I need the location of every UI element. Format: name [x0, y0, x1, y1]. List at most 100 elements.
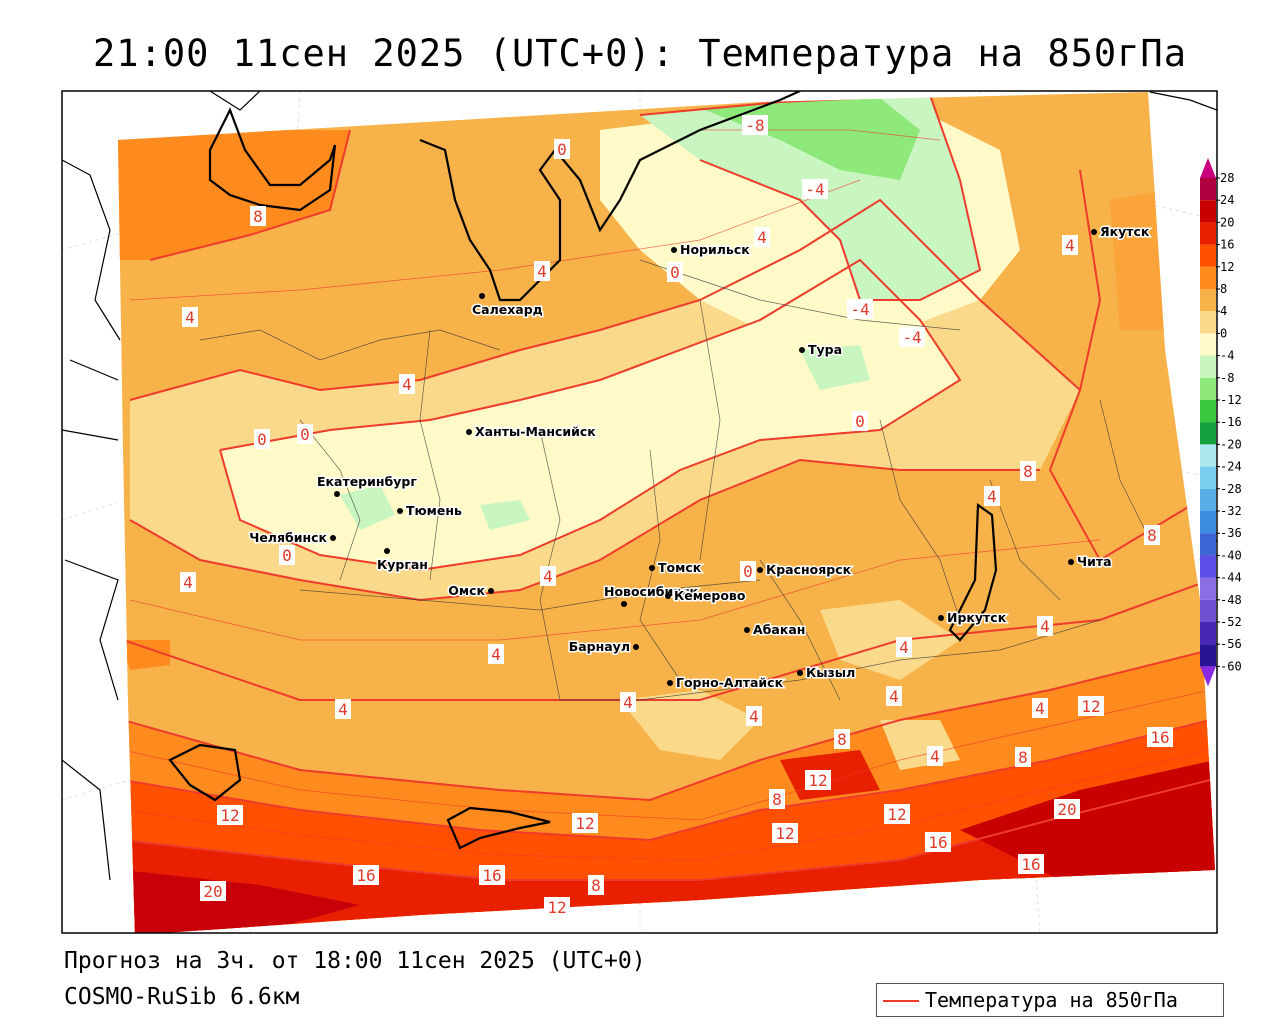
isotherm-label-bg — [667, 262, 683, 282]
scale-tick-label: 28 — [1220, 171, 1234, 185]
isotherm-label-bg — [834, 729, 850, 749]
isotherm-label-bg — [802, 179, 828, 199]
legend-line-swatch — [883, 1000, 919, 1002]
map-area — [62, 91, 1217, 933]
isotherm-label: 8 — [1147, 526, 1157, 545]
city-label: Омск — [448, 583, 485, 598]
city-label: Томск — [658, 560, 702, 575]
scale-tick-label: 8 — [1220, 282, 1227, 296]
scale-tick-label: -20 — [1220, 437, 1242, 451]
model-name: COSMO-RuSib 6.6км — [64, 984, 300, 1010]
scale-top-arrow — [1200, 158, 1216, 178]
isotherm-label-bg — [927, 746, 943, 766]
scale-tick-label: -60 — [1220, 659, 1242, 673]
isotherm-label-bg — [1015, 747, 1031, 767]
isotherm-label: 16 — [356, 866, 375, 885]
city-dot — [799, 347, 805, 353]
isotherm-label: 12 — [547, 898, 566, 917]
isotherm-label-bg — [1147, 727, 1173, 747]
isotherm-label-bg — [554, 139, 570, 159]
isotherm-label: 4 — [1040, 617, 1050, 636]
scale-tick-label: 4 — [1220, 304, 1227, 318]
scale-swatch — [1200, 222, 1216, 245]
isotherm-label: 16 — [928, 833, 947, 852]
city-label: Красноярск — [766, 562, 852, 577]
isotherm-label-bg — [588, 875, 604, 895]
isotherm-label-bg — [1062, 235, 1078, 255]
city-dot — [479, 293, 485, 299]
coastline — [168, 91, 998, 850]
isotherm-label-bg — [488, 644, 504, 664]
scale-swatch — [1200, 644, 1216, 667]
isotherm-label: 4 — [930, 747, 940, 766]
isotherm-label-bg — [925, 832, 951, 852]
scale-tick-label: 16 — [1220, 238, 1234, 252]
scale-swatch — [1200, 200, 1216, 223]
isotherm-label: 4 — [1065, 236, 1075, 255]
isotherm-label-bg — [769, 789, 785, 809]
isotherm-label: 12 — [220, 806, 239, 825]
scale-bottom-arrow — [1200, 666, 1216, 687]
city-dot — [334, 491, 340, 497]
scale-swatch — [1200, 422, 1216, 445]
isotherm-label: 8 — [591, 876, 601, 895]
isotherm-label-bg — [1032, 698, 1048, 718]
city-dot — [649, 565, 655, 571]
scale-tick-label: -8 — [1220, 371, 1234, 385]
city-dot — [797, 670, 803, 676]
scale-swatch — [1200, 577, 1216, 600]
isotherm-label-bg — [899, 327, 925, 347]
scale-swatch — [1200, 555, 1216, 578]
scale-tick-label: -4 — [1220, 349, 1234, 363]
scale-tick-label: -12 — [1220, 393, 1242, 407]
city-label: Чита — [1077, 554, 1112, 569]
isotherm-label: 4 — [491, 645, 501, 664]
isotherm-label-bg — [182, 307, 198, 327]
isotherm-label: 16 — [482, 866, 501, 885]
isotherm-label-bg — [353, 865, 379, 885]
scale-swatch — [1200, 355, 1216, 378]
scale-tick-label: -32 — [1220, 504, 1242, 518]
scale-swatch — [1200, 377, 1216, 400]
scale-tick-label: 20 — [1220, 215, 1234, 229]
scale-tick-label: -44 — [1220, 571, 1242, 585]
isotherm-label: 8 — [772, 790, 782, 809]
city-label: Тюмень — [406, 503, 462, 518]
isotherm-label: 0 — [743, 562, 753, 581]
isotherm-label-bg — [805, 770, 831, 790]
city-label: Норильск — [680, 242, 750, 257]
isotherm-label-bg — [217, 805, 243, 825]
city-dot — [397, 508, 403, 514]
isotherm-label-bg — [254, 429, 270, 449]
scale-tick-label: -48 — [1220, 593, 1242, 607]
city-label: Якутск — [1100, 224, 1150, 239]
isotherm-label-bg — [572, 813, 598, 833]
isotherm-label-bg — [620, 692, 636, 712]
isotherm-label-bg — [984, 486, 1000, 506]
isotherm-label: 4 — [749, 707, 759, 726]
scale-swatch — [1200, 533, 1216, 556]
city-label: Новосибирск — [604, 584, 699, 599]
city-dot — [667, 680, 673, 686]
scale-tick-label: -28 — [1220, 482, 1242, 496]
city-dot — [665, 593, 671, 599]
city-label: Салехард — [472, 302, 543, 317]
scale-tick-label: -16 — [1220, 415, 1242, 429]
city-label: Абакан — [753, 622, 805, 637]
city-dot — [744, 627, 750, 633]
scale-swatch — [1200, 488, 1216, 511]
city-dot — [671, 247, 677, 253]
isotherm-label-bg — [1078, 696, 1104, 716]
map-frame — [61, 90, 1218, 934]
isotherm-label: 4 — [543, 567, 553, 586]
isotherm-label: 4 — [889, 687, 899, 706]
scale-swatch — [1200, 178, 1216, 201]
scale-tick-label: -36 — [1220, 526, 1242, 540]
scale-tick-label: -52 — [1220, 615, 1242, 629]
scale-tick-label: -56 — [1220, 637, 1242, 651]
isotherm-label: 0 — [257, 430, 267, 449]
isotherm-label-bg — [200, 881, 226, 901]
scale-tick-label: 24 — [1220, 193, 1234, 207]
isotherm-label-bg — [1054, 799, 1080, 819]
